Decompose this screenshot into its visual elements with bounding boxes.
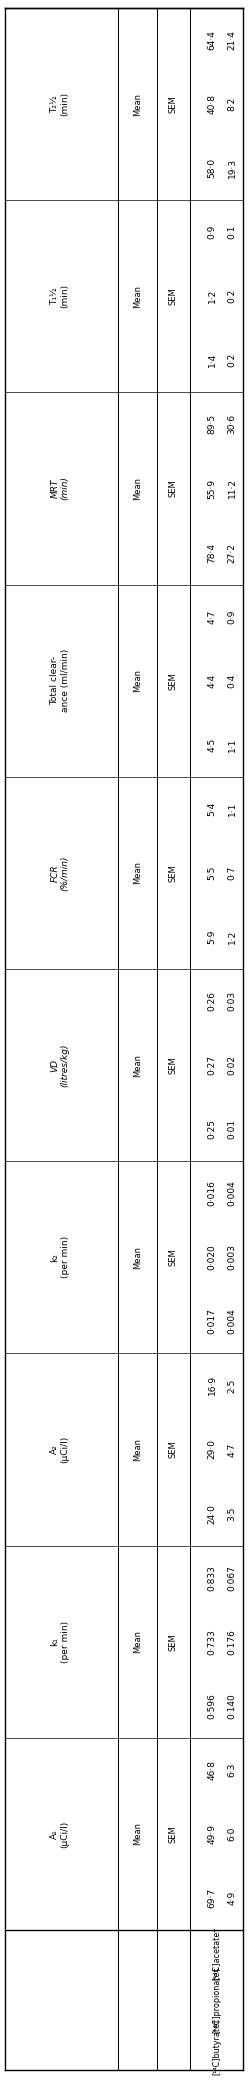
Text: 0·596: 0·596 [208,1693,217,1718]
Text: 46·8: 46·8 [208,1760,217,1781]
Text: Mean: Mean [133,286,143,309]
Text: 1·1: 1·1 [227,738,237,753]
Text: 0·017: 0·017 [208,1309,217,1334]
Text: 8·2: 8·2 [227,98,237,111]
Text: [¹⁴C]acetate†: [¹⁴C]acetate† [212,1927,221,1981]
Text: 0·01: 0·01 [227,1120,237,1138]
Text: 0·7: 0·7 [227,865,237,880]
Text: SEM: SEM [168,1441,178,1457]
Text: 0·176: 0·176 [227,1628,237,1655]
Text: 4·4: 4·4 [208,673,217,688]
Text: 24·0: 24·0 [208,1503,217,1524]
Text: 5·9: 5·9 [208,930,217,945]
Text: SEM: SEM [168,1249,178,1266]
Text: 1·4: 1·4 [208,352,217,367]
Text: 0·9: 0·9 [227,609,237,623]
Text: 11·2: 11·2 [227,477,237,498]
Text: 21·4: 21·4 [227,29,237,50]
Text: SEM: SEM [168,288,178,304]
Text: 40·8: 40·8 [208,94,217,115]
Text: 0·140: 0·140 [227,1693,237,1718]
Text: 0·26: 0·26 [208,990,217,1011]
Text: 0·004: 0·004 [227,1309,237,1334]
Text: 6·0: 6·0 [227,1826,237,1841]
Text: 78·4: 78·4 [208,542,217,563]
Text: SEM: SEM [168,96,178,113]
Text: 49·9: 49·9 [208,1824,217,1843]
Text: 29·0: 29·0 [208,1439,217,1459]
Text: 64·4: 64·4 [208,29,217,50]
Text: 1·2: 1·2 [208,290,217,304]
Text: 5·5: 5·5 [208,865,217,880]
Text: SEM: SEM [168,1057,178,1074]
Text: 5·4: 5·4 [208,803,217,815]
Text: 19·3: 19·3 [227,158,237,177]
Text: 1·2: 1·2 [227,930,237,945]
Text: Mean: Mean [133,1053,143,1076]
Text: T₂½
(min): T₂½ (min) [50,92,70,117]
Text: Mean: Mean [133,861,143,884]
Text: 0·004: 0·004 [227,1180,237,1205]
Text: 58·0: 58·0 [208,158,217,177]
Text: MRT
(min): MRT (min) [50,477,70,500]
Text: 1·1: 1·1 [227,801,237,815]
Text: 0·9: 0·9 [208,225,217,240]
Text: 4·7: 4·7 [227,1443,237,1457]
Text: 27·2: 27·2 [227,542,237,563]
Text: SEM: SEM [168,1824,178,1843]
Text: Mean: Mean [133,1439,143,1462]
Text: SEM: SEM [168,1633,178,1651]
Text: 0·27: 0·27 [208,1055,217,1076]
Text: A₁
(μCi/l): A₁ (μCi/l) [50,1820,70,1847]
Text: 0·020: 0·020 [208,1245,217,1270]
Text: T₁½
(min): T₁½ (min) [50,284,70,309]
Text: A₂
(μCi/l): A₂ (μCi/l) [50,1437,70,1464]
Text: 55·9: 55·9 [208,477,217,498]
Text: SEM: SEM [168,671,178,690]
Text: SEM: SEM [168,480,178,498]
Text: 0·25: 0·25 [208,1120,217,1138]
Text: [¹⁴C]propionate‡: [¹⁴C]propionate‡ [212,1966,221,2033]
Text: 6·3: 6·3 [227,1762,237,1776]
Text: 0·016: 0·016 [208,1180,217,1205]
Text: 0·2: 0·2 [227,290,237,304]
Text: 69·7: 69·7 [208,1887,217,1908]
Text: k₁
(per min): k₁ (per min) [50,1620,70,1662]
Text: Mean: Mean [133,669,143,692]
Text: 4·7: 4·7 [208,609,217,623]
Text: [¹⁴C]butyrate†: [¹⁴C]butyrate† [212,2018,221,2075]
Text: 0·833: 0·833 [208,1564,217,1591]
Text: 0·03: 0·03 [227,990,237,1011]
Text: 0·733: 0·733 [208,1628,217,1655]
Text: FCR
(%/min): FCR (%/min) [50,855,70,890]
Text: Mean: Mean [133,92,143,115]
Text: 0·4: 0·4 [227,673,237,688]
Text: Total clear-
ance (ml/min): Total clear- ance (ml/min) [50,648,70,713]
Text: Mean: Mean [133,1247,143,1270]
Text: 0·2: 0·2 [227,352,237,367]
Text: 0·1: 0·1 [227,225,237,240]
Text: 30·6: 30·6 [227,415,237,434]
Text: Mean: Mean [133,477,143,500]
Text: 0·003: 0·003 [227,1245,237,1270]
Text: 2·5: 2·5 [227,1378,237,1393]
Text: 16·9: 16·9 [208,1376,217,1395]
Text: SEM: SEM [168,863,178,882]
Text: 4·5: 4·5 [208,738,217,753]
Text: 3·5: 3·5 [227,1505,237,1520]
Text: VD
(litres/kg): VD (litres/kg) [50,1042,70,1086]
Text: 0·02: 0·02 [227,1055,237,1076]
Text: Mean: Mean [133,1630,143,1653]
Text: 0·067: 0·067 [227,1564,237,1591]
Text: 89·5: 89·5 [208,415,217,434]
Text: 4·9: 4·9 [227,1891,237,1906]
Text: Mean: Mean [133,1822,143,1845]
Text: k₂
(per min): k₂ (per min) [50,1236,70,1278]
